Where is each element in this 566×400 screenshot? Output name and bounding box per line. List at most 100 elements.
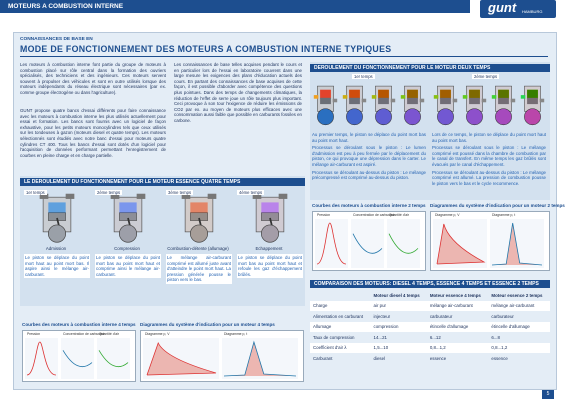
engine-illustration: [342, 85, 367, 126]
chart-label: Concentration de carburant: [63, 332, 105, 336]
header-bar: [0, 0, 470, 13]
table-cell: 0,8...1,2: [429, 345, 446, 351]
engine-illustration: [313, 85, 338, 126]
stroke-name: Echappement: [255, 246, 283, 251]
engine-illustration: [251, 192, 289, 244]
chart-label: Diagramme p, V: [145, 332, 170, 336]
chart-label: Quantité d'air: [389, 213, 410, 217]
logo-text: gunt: [488, 0, 517, 15]
intro-paragraph: Les connaissances de base telles acquise…: [174, 62, 302, 123]
chart-sketch: [387, 219, 420, 268]
table-cell: carburateur: [429, 313, 453, 319]
table-cell: diesel: [373, 355, 386, 361]
chart-sketch: [143, 338, 219, 379]
stroke-label: 2ème temps: [95, 190, 123, 195]
table-header-row: Moteur diesel 4 temps Moteur essence 4 te…: [310, 290, 550, 301]
table-cell: mélange air-carburant: [491, 303, 535, 309]
logo: [480, 0, 556, 18]
stroke-text: Le mélange air-carburant comprimé est al…: [166, 254, 232, 284]
two-stroke-panel: [310, 62, 550, 200]
engine-illustration: [462, 85, 487, 126]
table-cell: 1,5...10: [373, 345, 389, 351]
table-row: Coefficient d'air λ 1,5...10 0,8...1,2 0,8.…: [310, 342, 550, 353]
table-cell: compression: [373, 324, 399, 330]
chart-label: Diagramme p, t: [224, 332, 248, 336]
table-cell: injecteur: [373, 313, 391, 319]
table-cell: air pur: [373, 303, 386, 309]
chart-sketch: [490, 219, 544, 268]
chart-title: Courbes des moteurs à combustion interne…: [22, 322, 136, 327]
chart-label: Diagramme p, V: [435, 213, 460, 217]
chart-sketch: [315, 219, 348, 268]
table-cell: essence: [491, 355, 508, 361]
stroke-label: 3ème temps: [166, 190, 194, 195]
header-title: MOTEURS A COMBUSTION INTERNE: [8, 3, 124, 10]
table-row: Taux de compression 14...21 6...12 6...8: [310, 332, 550, 343]
chart-sketch: [351, 219, 384, 268]
chart-sketch: [25, 338, 58, 379]
stroke-paragraph: Processus se déroulant sous le piston : …: [432, 145, 546, 167]
table-cell: 14...21: [373, 334, 387, 340]
table-cell: mélange air-carburant: [429, 303, 473, 309]
chart-title: Diagrammes du système d'indication pour …: [430, 203, 565, 208]
diagram-chart: Diagramme p, V Diagramme p, t: [140, 330, 304, 382]
table-cell: étincelle d'allumage: [491, 324, 530, 330]
table-cell: Charge: [313, 303, 328, 309]
table-cell: 0,8...1,2: [491, 345, 508, 351]
stroke-label: 1er temps: [24, 190, 47, 195]
engine-illustration: [433, 85, 458, 126]
chart-sketch: [222, 338, 298, 379]
table-cell: 6...12: [429, 334, 441, 340]
chart-label: Concentration de carburant: [353, 213, 395, 217]
chart-title: Courbes des moteurs à combustion interne…: [312, 203, 426, 208]
engine-illustration: [520, 85, 545, 126]
table-cell: essence: [429, 355, 447, 361]
stroke-label: 4ème temps: [237, 190, 265, 195]
chart-label: Pression: [27, 332, 41, 336]
table-cell: Alimentation en carburant: [313, 313, 364, 319]
table-row: Allumage compression étincelle d'allumage é…: [310, 321, 550, 332]
table-header-cell: Moteur diesel 4 temps: [373, 292, 420, 298]
engine-illustration: [109, 192, 147, 244]
chart-label: Pression: [317, 213, 331, 217]
logo-sub: HAMBURG: [522, 9, 543, 14]
section-header: LE DEROULEMENT DU FONCTIONNEMENT POUR LE…: [20, 178, 305, 186]
chart-label: Diagramme p, t: [492, 213, 516, 217]
page-title: MODE DE FONCTIONNEMENT DES MOTEURS A COM…: [20, 44, 392, 54]
table-row: Alimentation en carburant injecteur carbur…: [310, 311, 550, 322]
chart-sketch: [61, 338, 94, 379]
kicker: CONNAISSANCES DE BASE EN: [20, 37, 93, 42]
curves-chart: Pression Concentration de carburant Quanti…: [312, 211, 426, 271]
stroke-paragraph: Processus se déroulant au-dessus du pist…: [432, 169, 546, 186]
table-cell: Taux de compression: [313, 334, 355, 340]
stroke-text: Le piston se déplace du point mort bas a…: [237, 254, 303, 279]
stroke-paragraph: Processus se déroulant sous le piston : …: [312, 145, 426, 167]
table-cell: carburateur: [491, 313, 514, 319]
table-row: Carburant diesel essence essence: [310, 353, 550, 364]
table-header-cell: [310, 290, 371, 301]
intro-paragraph: GUNT propose quatre bancs d'essai différ…: [20, 108, 166, 158]
chart-title: Diagrammes du système d'indication pour …: [140, 322, 275, 327]
section-header: COMPARAISON DES MOTEURS: DIESEL 4 TEMPS,…: [310, 280, 550, 288]
page-number: 5: [542, 390, 554, 399]
table-header-cell: Moteur essence 4 temps: [429, 292, 481, 298]
stroke-label: 1er temps: [352, 74, 375, 79]
stroke-paragraph: Processus se déroulant au-dessus du pist…: [312, 169, 426, 181]
engine-illustration: [180, 192, 218, 244]
engine-illustration: [491, 85, 516, 126]
stroke-text-column: Lors de ce temps, le piston se déplace d…: [432, 132, 546, 188]
stroke-text-column: Au premier temps, le piston se déplace d…: [312, 132, 426, 183]
chart-label: Quantité d'air: [99, 332, 120, 336]
table-cell: Coefficient d'air λ: [313, 345, 347, 351]
table-cell: Carburant: [313, 355, 333, 361]
stroke-paragraph: Au premier temps, le piston se déplace d…: [312, 132, 426, 143]
table-header-cell: Moteur essence 2 temps: [491, 292, 543, 298]
table-cell: 6...8: [491, 334, 500, 340]
stroke-paragraph: Lors de ce temps, le piston se déplace d…: [432, 132, 546, 143]
rule: [20, 56, 548, 57]
two-stroke-strokes: 1er temps Au premier temps, le piston se …: [312, 74, 550, 199]
stroke-name: Compression: [114, 246, 140, 251]
curves-chart: Pression Concentration de carburant Quanti…: [22, 330, 136, 382]
intro-paragraph: Les moteurs à combustion interne font pa…: [20, 62, 166, 95]
